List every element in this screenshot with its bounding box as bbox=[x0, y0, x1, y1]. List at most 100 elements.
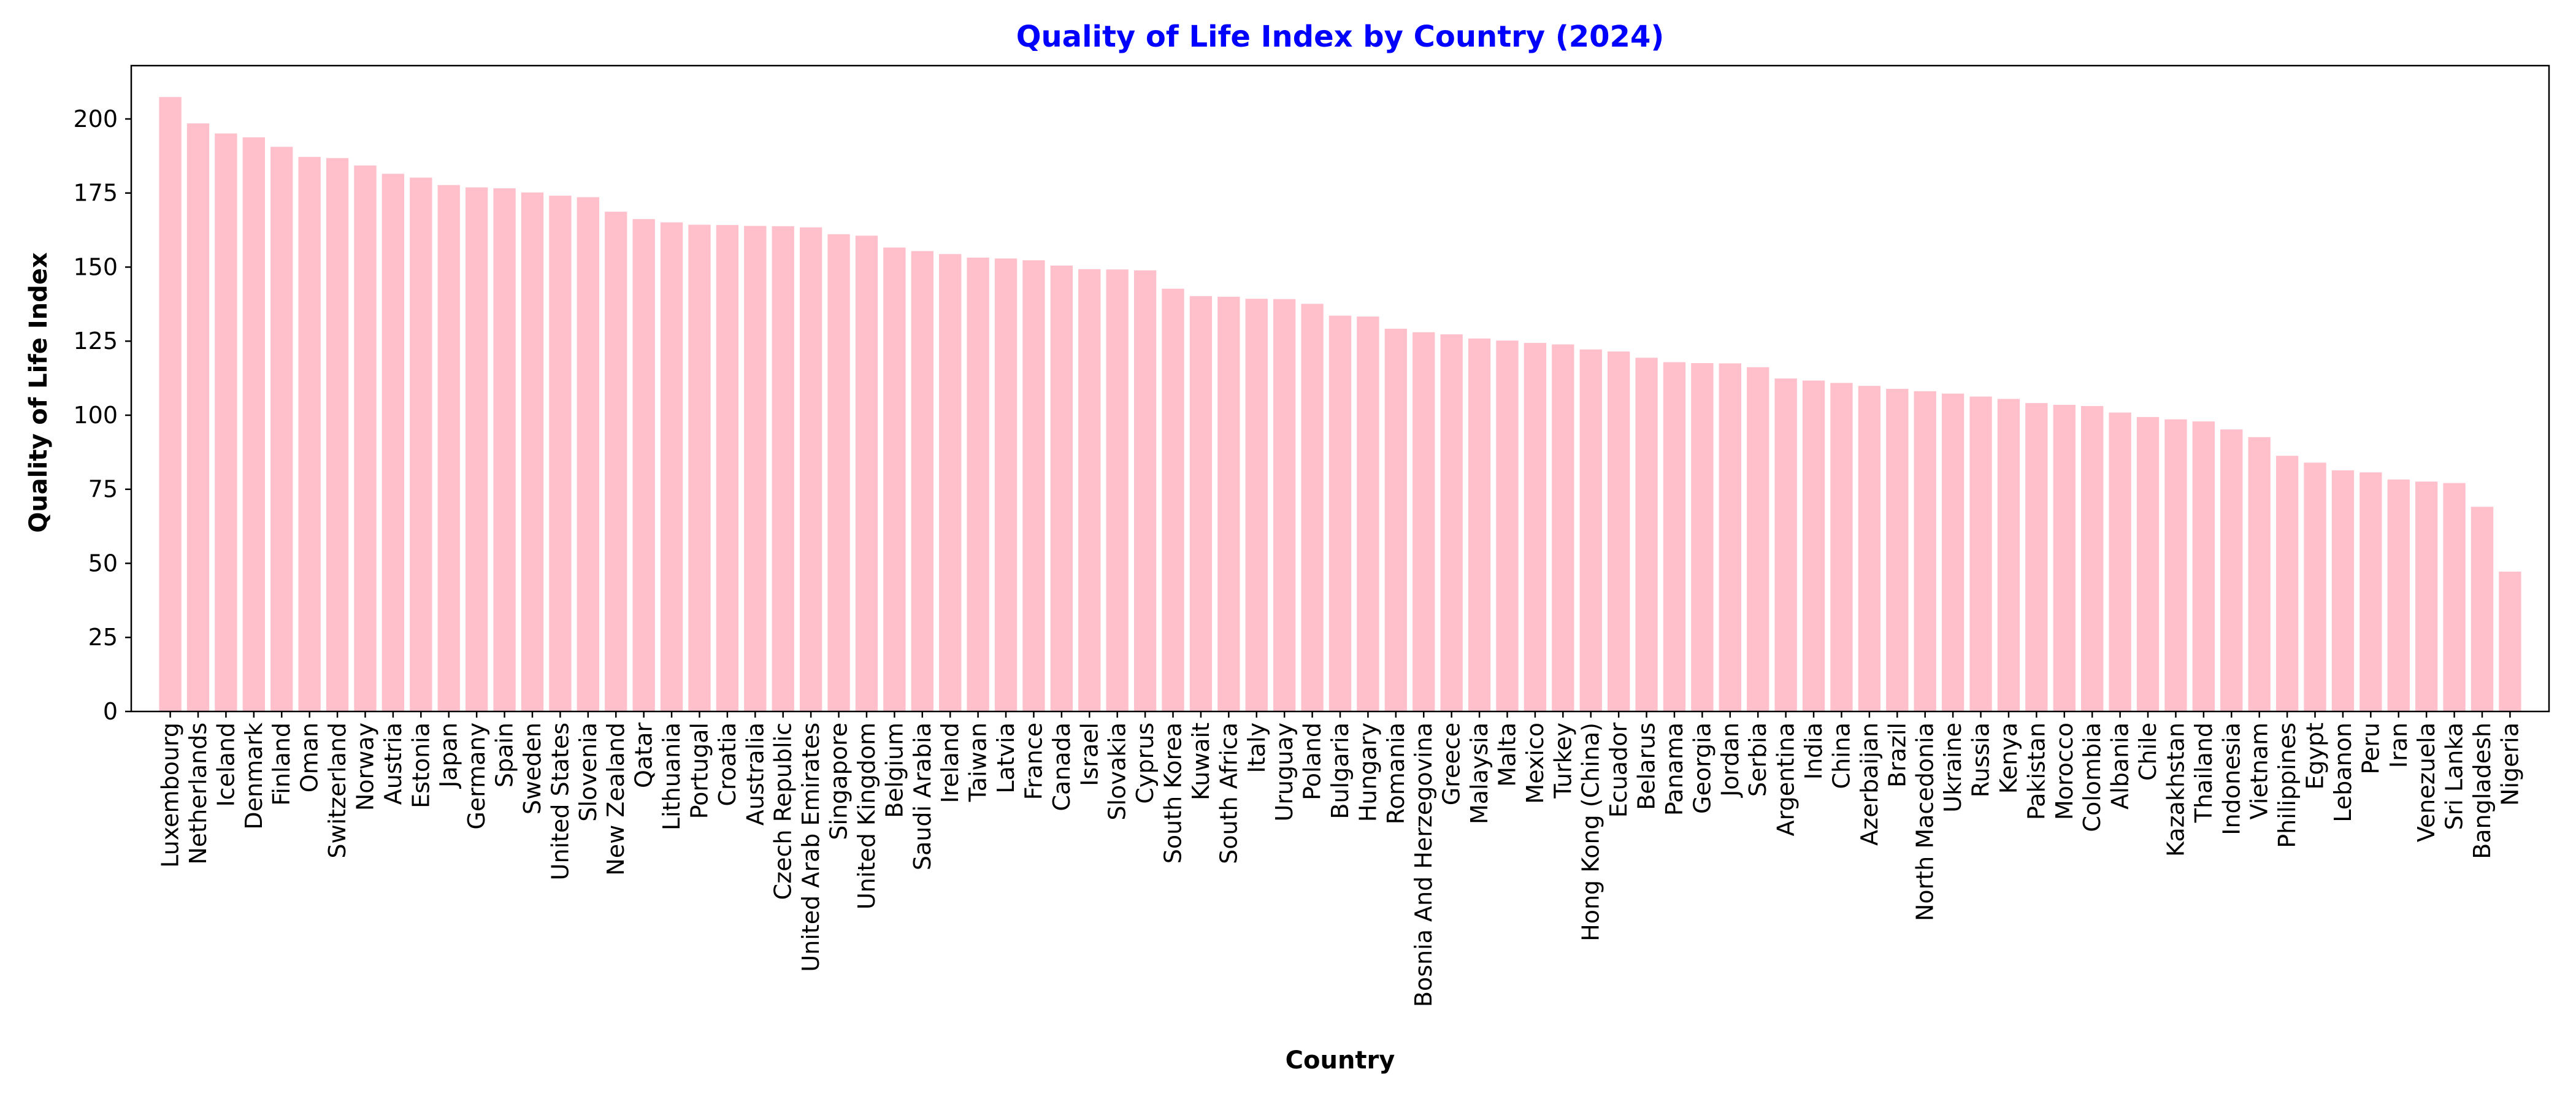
bar bbox=[1579, 349, 1602, 711]
x-tick-label: Mexico bbox=[1522, 723, 1549, 804]
bar bbox=[326, 158, 349, 711]
bar bbox=[632, 219, 655, 712]
bar bbox=[1078, 269, 1101, 712]
bar bbox=[1552, 344, 1574, 711]
x-tick-label: Luxembourg bbox=[157, 723, 184, 868]
plot-area-frame bbox=[130, 64, 2550, 713]
x-tick-label: Lebanon bbox=[2329, 723, 2356, 822]
x-tick-label: Philippines bbox=[2274, 723, 2301, 848]
bar bbox=[2387, 479, 2410, 711]
x-tick-label: India bbox=[1800, 723, 1827, 780]
bar bbox=[2081, 406, 2104, 711]
y-tick-label: 175 bbox=[73, 180, 118, 207]
bar bbox=[2471, 507, 2494, 711]
bar bbox=[1106, 269, 1129, 711]
y-tick-label: 0 bbox=[103, 698, 118, 725]
x-tick-label: United States bbox=[546, 723, 573, 880]
x-tick-label: Denmark bbox=[240, 723, 267, 830]
bar bbox=[1747, 367, 1769, 711]
x-tick-label: Argentina bbox=[1773, 723, 1800, 836]
bar bbox=[2499, 572, 2521, 711]
x-tick-label: New Zealand bbox=[602, 723, 629, 876]
x-axis-ticks: Luxembourg Netherlands Iceland Denmark Finla… bbox=[157, 711, 2523, 1007]
bar bbox=[1328, 315, 1352, 711]
bar bbox=[967, 258, 989, 711]
bar bbox=[2053, 405, 2076, 711]
x-tick-label: Portugal bbox=[686, 723, 713, 819]
bar bbox=[1413, 332, 1435, 711]
x-tick-label: Georgia bbox=[1689, 723, 1715, 814]
x-tick-label: Italy bbox=[1243, 723, 1270, 773]
x-tick-label: Oman bbox=[296, 723, 323, 792]
x-tick-label: Spain bbox=[491, 723, 518, 788]
x-tick-label: Romania bbox=[1382, 723, 1409, 824]
y-axis-label: Quality of Life Index bbox=[25, 252, 53, 533]
x-tick-label: Greece bbox=[1438, 723, 1465, 805]
x-tick-label: Malta bbox=[1493, 723, 1520, 787]
bar bbox=[2164, 419, 2187, 711]
x-tick-label: Serbia bbox=[1744, 723, 1771, 797]
bar bbox=[270, 147, 293, 712]
bar bbox=[2275, 456, 2299, 711]
x-tick-label: Peru bbox=[2357, 723, 2384, 775]
y-tick-label: 50 bbox=[88, 550, 118, 577]
bar bbox=[2109, 412, 2131, 711]
x-tick-label: Belarus bbox=[1633, 723, 1660, 810]
x-tick-label: Venezuela bbox=[2413, 723, 2440, 842]
bar bbox=[1050, 266, 1073, 711]
x-tick-label: Switzerland bbox=[324, 723, 351, 859]
x-tick-label: Morocco bbox=[2051, 723, 2078, 820]
x-tick-label: South Korea bbox=[1160, 723, 1187, 864]
bar bbox=[437, 185, 460, 711]
bar bbox=[1133, 270, 1157, 711]
bar bbox=[1217, 296, 1240, 711]
x-tick-label: Czech Republic bbox=[770, 723, 797, 900]
bar bbox=[549, 196, 572, 711]
x-tick-label: Pakistan bbox=[2023, 723, 2050, 820]
bar bbox=[1774, 378, 1797, 711]
x-tick-label: Singapore bbox=[826, 723, 853, 840]
bar bbox=[1162, 288, 1184, 712]
bar bbox=[1830, 383, 1853, 711]
x-tick-label: Finland bbox=[268, 723, 295, 806]
y-tick-label: 200 bbox=[73, 105, 118, 132]
x-tick-label: Hungary bbox=[1354, 723, 1381, 822]
bar bbox=[1384, 328, 1407, 711]
x-tick-label: Panama bbox=[1661, 723, 1688, 816]
x-tick-label: Bulgaria bbox=[1327, 723, 1354, 819]
bar bbox=[2248, 437, 2271, 711]
bar bbox=[1607, 351, 1630, 711]
x-tick-label: Austria bbox=[380, 723, 407, 805]
bar bbox=[994, 258, 1018, 711]
bar bbox=[1886, 388, 1909, 711]
bar bbox=[1022, 260, 1045, 712]
bar bbox=[1189, 296, 1213, 711]
x-tick-label: Taiwan bbox=[965, 723, 992, 802]
bar bbox=[2359, 472, 2382, 711]
bar bbox=[1663, 362, 1686, 711]
x-tick-label: Kazakhstan bbox=[2162, 723, 2189, 857]
x-tick-label: United Kingdom bbox=[853, 723, 880, 910]
bar bbox=[521, 192, 544, 711]
bar bbox=[911, 251, 933, 711]
bar bbox=[159, 97, 182, 711]
x-tick-label: Colombia bbox=[2079, 723, 2106, 832]
bar bbox=[2220, 429, 2243, 711]
x-tick-label: Ecuador bbox=[1605, 723, 1632, 818]
x-tick-label: Estonia bbox=[407, 723, 434, 808]
x-tick-label: Nigeria bbox=[2496, 723, 2523, 806]
bar bbox=[1357, 316, 1379, 711]
bar bbox=[1691, 362, 1714, 711]
x-tick-label: Chile bbox=[2134, 723, 2161, 781]
bar bbox=[799, 227, 822, 712]
x-tick-label: Bosnia And Herzegovina bbox=[1410, 723, 1437, 1007]
bar bbox=[215, 133, 237, 712]
x-tick-label: North Macedonia bbox=[1912, 723, 1939, 921]
x-tick-label: Uruguay bbox=[1271, 723, 1298, 822]
bar bbox=[186, 123, 210, 711]
bar bbox=[298, 156, 321, 711]
x-tick-label: Netherlands bbox=[185, 723, 212, 865]
bar bbox=[883, 247, 906, 712]
x-tick-label: Hong Kong (China) bbox=[1577, 723, 1604, 941]
x-tick-label: Russia bbox=[1968, 723, 1995, 797]
